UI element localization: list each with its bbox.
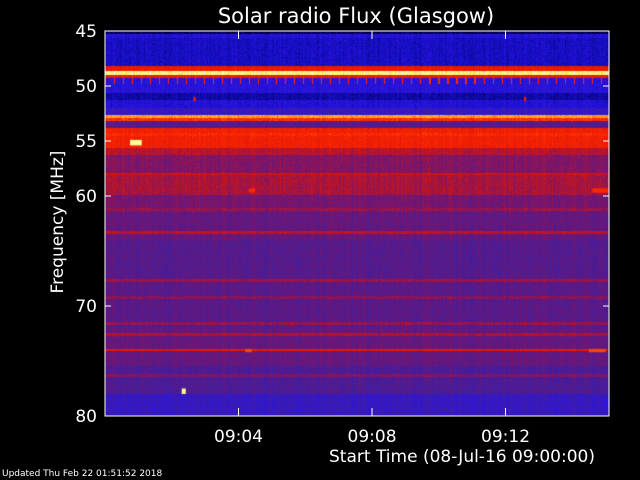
update-timestamp: Updated Thu Feb 22 01:51:52 2018 xyxy=(2,469,163,479)
y-tick-label: 45 xyxy=(75,22,97,42)
plot-frame xyxy=(104,30,610,417)
plot-area xyxy=(105,31,609,416)
y-tick-label: 55 xyxy=(75,132,97,152)
x-axis: 09:04 09:08 09:12 xyxy=(214,31,530,447)
x-tick-label: 09:08 xyxy=(348,427,397,447)
chart-title: Solar radio Flux (Glasgow) xyxy=(218,4,494,28)
spectrogram-heatmap xyxy=(105,31,609,416)
x-tick-label: 09:12 xyxy=(481,427,530,447)
x-axis-label: Start Time (08-Jul-16 09:00:00) xyxy=(329,447,595,467)
y-axis: 45 50 55 60 70 80 xyxy=(75,22,609,427)
y-tick-label: 70 xyxy=(75,297,97,317)
y-tick-label: 50 xyxy=(75,77,97,97)
y-axis-label: Frequency [MHz] xyxy=(48,151,68,294)
y-tick-label: 60 xyxy=(75,187,97,207)
y-tick-label: 80 xyxy=(75,407,97,427)
x-tick-label: 09:04 xyxy=(214,427,263,447)
